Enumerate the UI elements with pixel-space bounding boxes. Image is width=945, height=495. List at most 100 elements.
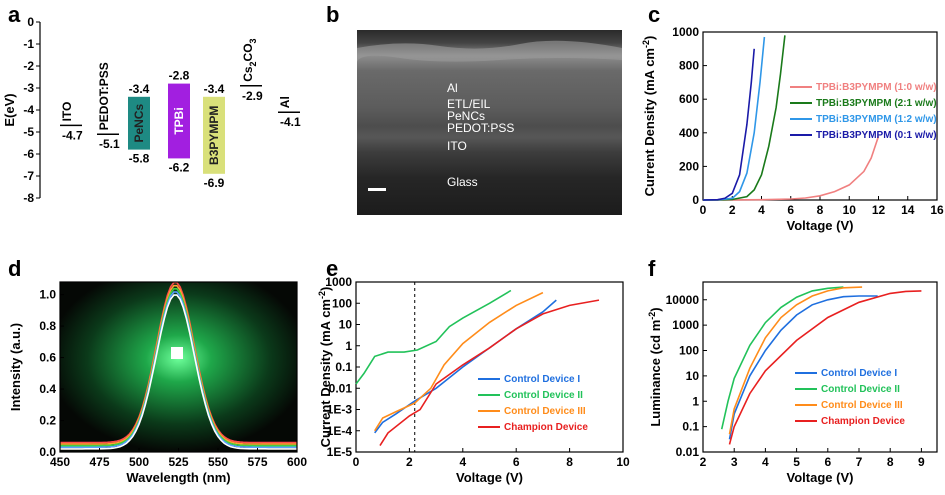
- y-axis-label-end: ): [318, 287, 333, 291]
- panel-a-tick-label: -7: [23, 169, 34, 183]
- sem-image-background: [357, 30, 622, 215]
- y-axis-label-sup: -2: [641, 40, 651, 48]
- legend-entry: TPBi:B3PYMPM (1:2 w/w): [816, 114, 937, 125]
- x-axis-label: Voltage (V): [787, 218, 854, 233]
- el-spectrum-series-0: [60, 281, 297, 444]
- material-name: PEDOT:PSS: [97, 62, 111, 130]
- x-tick-label: 500: [129, 455, 149, 469]
- x-tick-label: 6: [824, 455, 831, 469]
- y-tick-label: 1: [345, 339, 352, 353]
- jv-curve-series-2: [702, 36, 766, 201]
- luminance-curve-series-3: [728, 290, 922, 445]
- plot-frame: [702, 281, 938, 453]
- y-tick-label: 1.0: [39, 288, 56, 302]
- x-tick-label: 3: [731, 455, 738, 469]
- log-jv-curve-series-0: [374, 299, 557, 434]
- energy-level-value: -3.4: [129, 82, 150, 96]
- y-tick-label: 600: [679, 92, 699, 106]
- legend-entry: TPBi:B3PYMPM (0:1 w/w): [816, 130, 937, 141]
- x-tick-label: 6: [513, 455, 520, 469]
- x-tick-label: 14: [901, 203, 915, 217]
- material-name: ITO: [60, 102, 74, 122]
- energy-level-value: -5.1: [99, 137, 120, 151]
- y-axis-label: Current Density (mA cm-2): [641, 36, 657, 197]
- panel-a-tick-label: -1: [23, 37, 34, 51]
- material-name: TPBi: [172, 107, 186, 134]
- panel-a-tick-label: -6: [23, 147, 34, 161]
- panel-a-ylabel: E(eV): [2, 93, 17, 126]
- log-jv-curve-series-2: [374, 291, 544, 432]
- energy-level-diagram: E(eV) 0 -1 -2 -3 -4 -5 -6 -7 -8 -4.7 ITO -5.1 PEDOT:…: [2, 15, 301, 205]
- y-tick-label: 10: [339, 318, 353, 332]
- y-axis-label-main: Current Density (mA cm: [642, 48, 657, 196]
- sem-layer-label: Glass: [447, 175, 478, 189]
- legend-entry: Control Device I: [504, 374, 580, 385]
- log-jv-curve-series-3: [379, 299, 600, 447]
- x-tick-label: 0: [353, 455, 360, 469]
- sem-layer-label: ITO: [447, 139, 467, 153]
- x-tick-label: 8: [887, 455, 894, 469]
- x-tick-label: 2: [700, 455, 707, 469]
- y-tick-label: 0.6: [39, 351, 56, 365]
- legend-entry: TPBi:B3PYMPM (1:0 w/w): [816, 82, 937, 93]
- legend-entry: Control Device I: [821, 368, 897, 379]
- panel-label-c: c: [648, 2, 660, 27]
- material-name: PeNCs: [132, 104, 146, 143]
- x-tick-label: 2: [729, 203, 736, 217]
- jv-curve-series-0: [702, 135, 880, 201]
- material-name: B3PYMPM: [207, 106, 221, 165]
- jv-curve-series-3: [702, 48, 755, 201]
- x-axis-label: Wavelength (nm): [126, 470, 230, 485]
- y-tick-label: 0.8: [39, 319, 56, 333]
- sem-layer-label: Al: [447, 81, 458, 95]
- x-tick-label: 10: [616, 455, 630, 469]
- el-spectrum-series-1: [60, 284, 297, 445]
- y-axis-label: Luminance (cd m-2): [647, 307, 663, 426]
- panel-label-b: b: [326, 2, 339, 27]
- y-tick-label: 10000: [666, 293, 700, 307]
- sem-layer-label: PEDOT:PSS: [447, 121, 514, 135]
- y-axis-label-end: ): [648, 307, 663, 311]
- y-axis-label-main: Current Density (mA cm: [318, 299, 333, 447]
- y-tick-label: 800: [679, 59, 699, 73]
- panel-a-tick-label: -2: [23, 59, 34, 73]
- el-spectrum-series-3: [60, 291, 297, 449]
- energy-level-value: -2.9: [242, 89, 263, 103]
- x-tick-label: 4: [459, 455, 466, 469]
- energy-level-value: -2.8: [169, 69, 190, 83]
- y-axis-label-sup: -2: [647, 312, 657, 320]
- x-tick-label: 6: [787, 203, 794, 217]
- legend-entry: Control Device II: [504, 390, 583, 401]
- chart-e-log-jv: 0 2 4 6 8 10 1000 100 10 1 0.1 0.01 1E-3 1E-4 1E-5 Volt…: [317, 275, 630, 485]
- jv-curve-series-1: [702, 35, 786, 201]
- sem-layer-label: PeNCs: [447, 109, 485, 123]
- panel-label-d: d: [8, 256, 21, 281]
- y-tick-label: 1000: [672, 25, 699, 39]
- material-name: Al: [278, 96, 292, 108]
- x-tick-label: 12: [872, 203, 886, 217]
- x-tick-label: 2: [406, 455, 413, 469]
- energy-level-value: -5.8: [129, 152, 150, 166]
- energy-level-value: -6.2: [169, 160, 190, 174]
- legend-entry: Control Device II: [821, 384, 900, 395]
- energy-band-b3pympm: [203, 96, 225, 174]
- legend-entry: Champion Device: [504, 422, 588, 433]
- panel-a-tick-label: -4: [23, 103, 34, 117]
- y-tick-label: 0.01: [676, 445, 700, 459]
- x-axis-label: Voltage (V): [456, 470, 523, 485]
- luminance-curve-series-2: [728, 286, 863, 435]
- x-tick-label: 0: [700, 203, 707, 217]
- y-axis-label: Intensity (a.u.): [8, 323, 23, 411]
- x-tick-label: 7: [856, 455, 863, 469]
- panel-label-e: e: [326, 256, 338, 281]
- y-tick-label: 0.1: [682, 420, 699, 434]
- chart-f-luminance: 2 3 4 5 6 7 8 9 10000 1000 100 10 1 0.1 0.01 Voltage (V…: [647, 281, 938, 485]
- log-jv-curve-series-1: [355, 289, 512, 385]
- y-tick-label: 1E-4: [327, 424, 353, 438]
- x-tick-label: 475: [89, 455, 109, 469]
- legend-entry: TPBi:B3PYMPM (2:1 w/w): [816, 98, 937, 109]
- x-tick-label: 575: [247, 455, 267, 469]
- y-axis-label: Current Density (mA cm-2): [317, 287, 333, 448]
- x-tick-label: 550: [208, 455, 228, 469]
